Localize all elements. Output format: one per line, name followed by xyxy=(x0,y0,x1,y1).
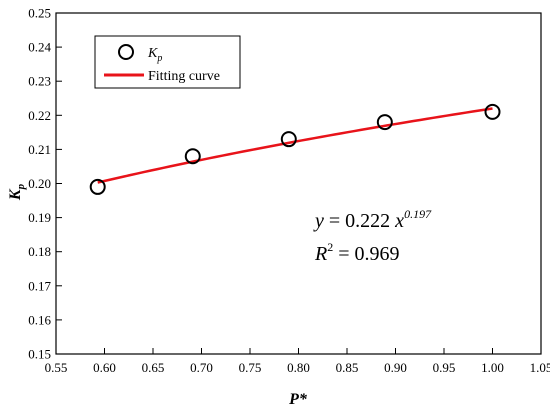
x-tick-label: 0.55 xyxy=(45,360,68,375)
x-tick-label: 0.70 xyxy=(190,360,213,375)
y-tick-label: 0.15 xyxy=(28,347,51,362)
legend-label-kp: Kp xyxy=(147,46,162,64)
y-tick-label: 0.20 xyxy=(28,176,51,191)
r-squared-annotation: R2 = 0.969 xyxy=(314,240,400,265)
y-tick-label: 0.21 xyxy=(28,142,51,157)
y-axis-title: Kp xyxy=(7,183,27,201)
equation-x: x xyxy=(394,210,404,232)
y-tick-label: 0.19 xyxy=(28,210,51,225)
data-point xyxy=(280,131,297,148)
x-axis-title: P* xyxy=(288,391,308,408)
legend-label-fitting: Fitting curve xyxy=(148,69,220,84)
legend-label-kp-sub: p xyxy=(156,53,162,64)
y-axis-ticks: 0.15 0.16 0.17 0.18 0.19 0.20 0.21 0.22 0.23 0.24… xyxy=(28,6,62,362)
y-tick-label: 0.23 xyxy=(28,74,51,89)
y-tick-label: 0.25 xyxy=(28,6,51,21)
data-point xyxy=(484,103,501,120)
legend-box xyxy=(94,35,241,89)
y-tick-label: 0.17 xyxy=(28,278,51,293)
x-tick-label: 0.75 xyxy=(239,360,262,375)
fitting-curve xyxy=(97,107,493,184)
equation-annotation: y = 0.222 x0.197 xyxy=(313,207,432,232)
x-tick-label: 0.95 xyxy=(433,360,456,375)
r-squared-r: R xyxy=(314,243,327,265)
data-point xyxy=(376,114,393,131)
data-point xyxy=(184,148,201,165)
x-tick-label: 1.00 xyxy=(481,360,504,375)
x-tick-label: 1.05 xyxy=(530,360,550,375)
data-markers xyxy=(89,103,501,195)
r-squared-sup: 2 xyxy=(327,240,333,254)
x-tick-label: 0.65 xyxy=(142,360,165,375)
legend-label-kp-main: K xyxy=(147,46,158,61)
y-tick-label: 0.24 xyxy=(28,40,51,55)
equation-equals: = 0.222 xyxy=(324,210,395,232)
y-tick-label: 0.18 xyxy=(28,244,51,259)
equation-y: y xyxy=(313,210,324,232)
data-point xyxy=(89,178,106,195)
legend: Kp Fitting curve xyxy=(94,35,241,89)
y-axis-title-sub: p xyxy=(15,183,27,190)
fitting-curve-layer xyxy=(97,107,493,184)
r-squared-value: = 0.969 xyxy=(333,243,399,265)
x-tick-label: 0.85 xyxy=(336,360,359,375)
equation-exponent: 0.197 xyxy=(404,207,432,221)
y-tick-label: 0.22 xyxy=(28,108,51,123)
x-tick-label: 0.90 xyxy=(384,360,407,375)
y-axis-title-main: K xyxy=(7,188,24,201)
y-tick-label: 0.16 xyxy=(28,312,51,327)
x-tick-label: 0.60 xyxy=(93,360,116,375)
legend-marker-kp xyxy=(118,44,134,60)
x-tick-label: 0.80 xyxy=(287,360,310,375)
x-axis-ticks: 0.55 0.60 0.65 0.70 0.75 0.80 0.85 0.90 0.95 1.00… xyxy=(45,348,550,375)
